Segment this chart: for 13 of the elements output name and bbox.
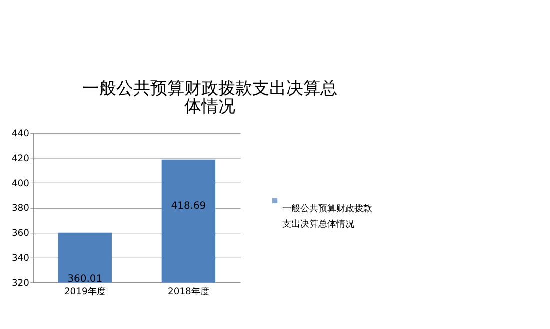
y-tick-label: 320 xyxy=(12,278,30,289)
x-tick-label: 2019年度 xyxy=(64,286,106,298)
legend-label: 一般公共预算财政拨款支出决算总体情况 xyxy=(282,204,373,230)
y-tick-label: 380 xyxy=(12,203,30,214)
data-label: 360.01 xyxy=(68,274,103,285)
chart-title: 一般公共预算财政拨款支出决算总体情况 xyxy=(82,78,338,116)
y-tick-label: 340 xyxy=(12,252,30,264)
data-label: 418.69 xyxy=(171,200,206,212)
y-tick-label: 420 xyxy=(12,153,30,164)
y-tick-label: 400 xyxy=(12,178,30,190)
y-tick-label: 360 xyxy=(12,228,30,240)
x-tick-label: 2018年度 xyxy=(168,286,210,298)
y-tick-label: 440 xyxy=(12,128,30,140)
